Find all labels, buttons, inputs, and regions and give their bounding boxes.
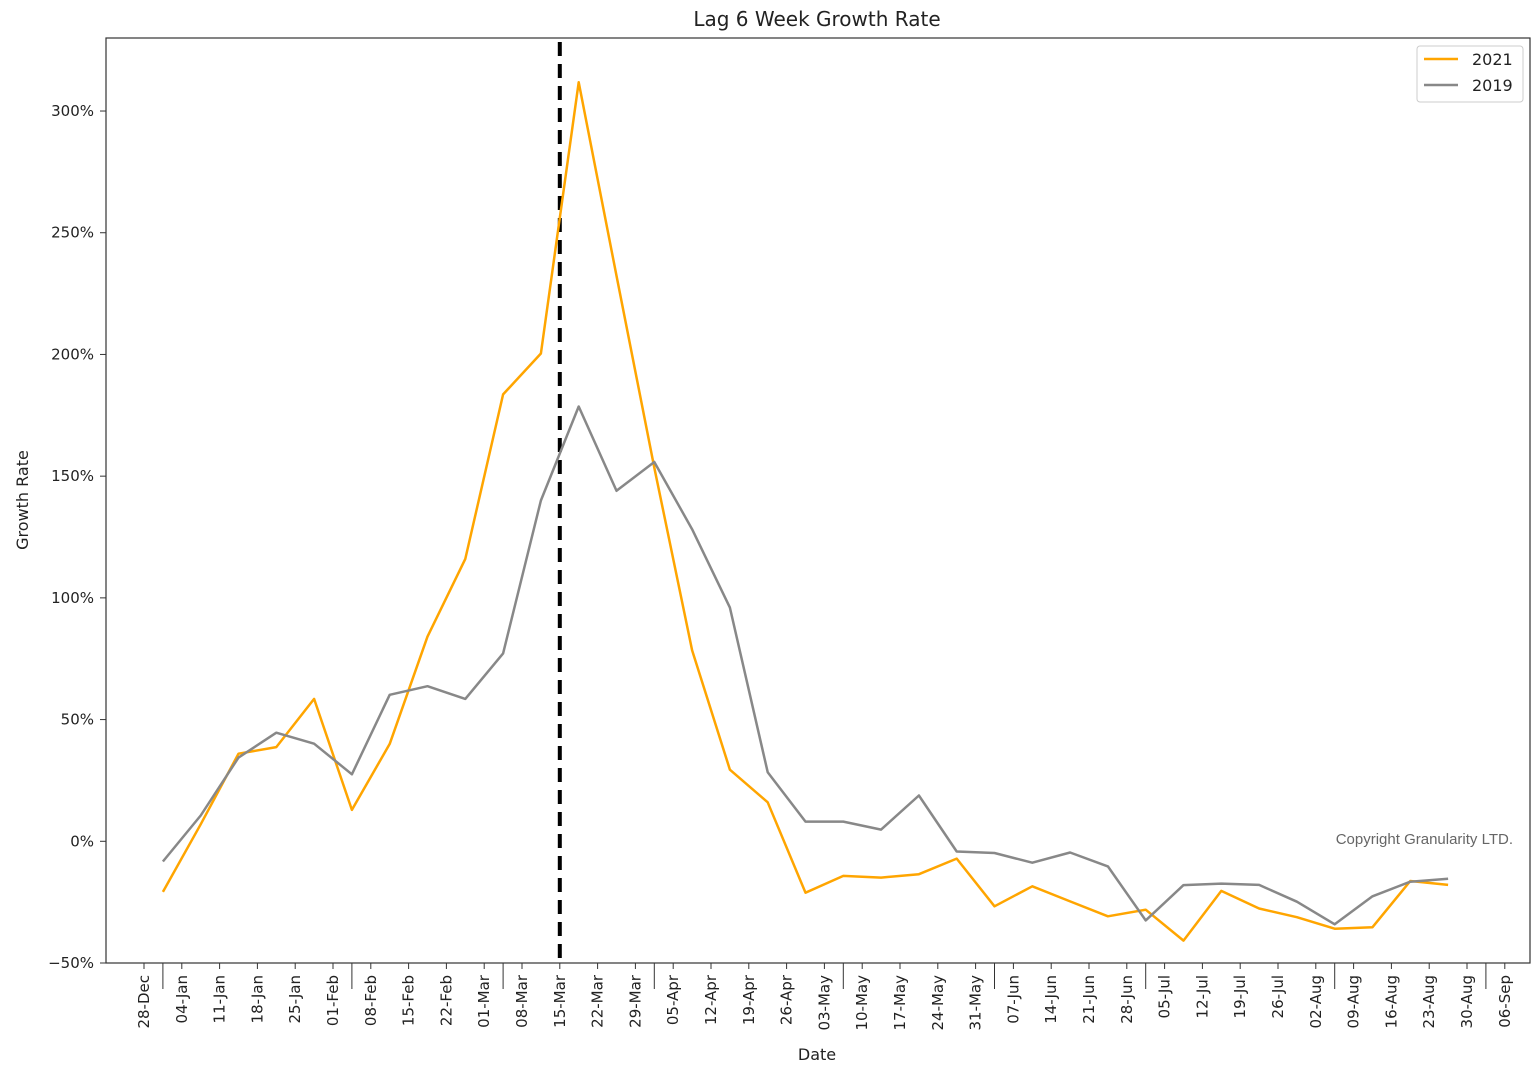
x-tick-label: 31-May: [967, 975, 985, 1031]
y-tick-label: 50%: [61, 711, 94, 729]
legend: 2021 2019: [1416, 45, 1524, 103]
y-tick-label: 300%: [51, 102, 94, 120]
x-tick-label: 22-Feb: [437, 975, 455, 1026]
x-tick-label: 18-Jan: [248, 975, 266, 1023]
plot-frame: [105, 37, 1531, 964]
y-axis: −50% 0% 50% 100% 150% 200% 250% 300%: [48, 102, 106, 972]
x-tick-label: 30-Aug: [1458, 975, 1476, 1028]
x-tick-label: 23-Aug: [1420, 975, 1438, 1028]
x-tick-label: 15-Feb: [400, 975, 418, 1026]
x-tick-label: 19-Apr: [740, 974, 758, 1025]
y-tick-label: 150%: [51, 467, 94, 485]
x-tick-label: 05-Apr: [664, 974, 682, 1025]
x-tick-label: 29-Mar: [626, 974, 644, 1028]
x-tick-label: 07-Jun: [1004, 975, 1022, 1024]
y-tick-label: 200%: [51, 345, 94, 363]
x-tick-label: 24-May: [929, 975, 947, 1031]
x-tick-label: 05-Jul: [1156, 975, 1174, 1018]
x-tick-label: 16-Aug: [1382, 975, 1400, 1028]
x-tick-label: 21-Jun: [1080, 975, 1098, 1024]
x-tick-label: 15-Mar: [551, 974, 569, 1028]
x-tick-label: 26-Jul: [1269, 975, 1287, 1018]
y-tick-label: −50%: [48, 954, 94, 972]
chart-title: Lag 6 Week Growth Rate: [693, 7, 940, 31]
x-tick-label: 19-Jul: [1231, 975, 1249, 1018]
x-tick-label: 11-Jan: [211, 975, 229, 1023]
x-tick-label: 08-Mar: [513, 974, 531, 1028]
x-tick-label: 10-May: [853, 975, 871, 1031]
x-tick-label: 06-Sep: [1496, 975, 1514, 1028]
legend-label-2019: 2019: [1472, 76, 1513, 95]
x-tick-label: 25-Jan: [286, 975, 304, 1023]
x-tick-label: 14-Jun: [1042, 975, 1060, 1024]
y-tick-label: 250%: [51, 224, 94, 242]
series-layer: [161, 81, 1449, 942]
x-tick-label: 01-Mar: [475, 974, 493, 1028]
x-tick-label: 12-Apr: [702, 974, 720, 1025]
x-axis: 28-Dec 04-Jan 11-Jan 18-Jan 25-Jan 01-Feb 08-F…: [135, 963, 1514, 1031]
y-tick-label: 100%: [51, 589, 94, 607]
x-axis-label: Date: [798, 1045, 836, 1064]
x-tick-label: 03-May: [815, 975, 833, 1031]
x-tick-label: 12-Jul: [1193, 975, 1211, 1018]
x-tick-label: 01-Feb: [324, 975, 342, 1026]
copyright-note: Copyright Granularity LTD.: [1336, 831, 1513, 848]
series-line-2019: [161, 405, 1449, 926]
legend-label-2021: 2021: [1472, 50, 1513, 69]
x-tick-label: 22-Mar: [589, 974, 607, 1028]
x-tick-label: 02-Aug: [1307, 975, 1325, 1028]
x-tick-label: 28-Jun: [1118, 975, 1136, 1024]
x-tick-label: 17-May: [891, 975, 909, 1031]
x-tick-label: 08-Feb: [362, 975, 380, 1026]
x-tick-label: 26-Apr: [778, 974, 796, 1025]
x-tick-label: 28-Dec: [135, 975, 153, 1029]
x-tick-label: 09-Aug: [1345, 975, 1363, 1028]
series-line-2021: [161, 81, 1449, 942]
y-axis-label: Growth Rate: [13, 450, 32, 550]
y-tick-label: 0%: [70, 832, 94, 850]
x-tick-label: 04-Jan: [173, 975, 191, 1023]
